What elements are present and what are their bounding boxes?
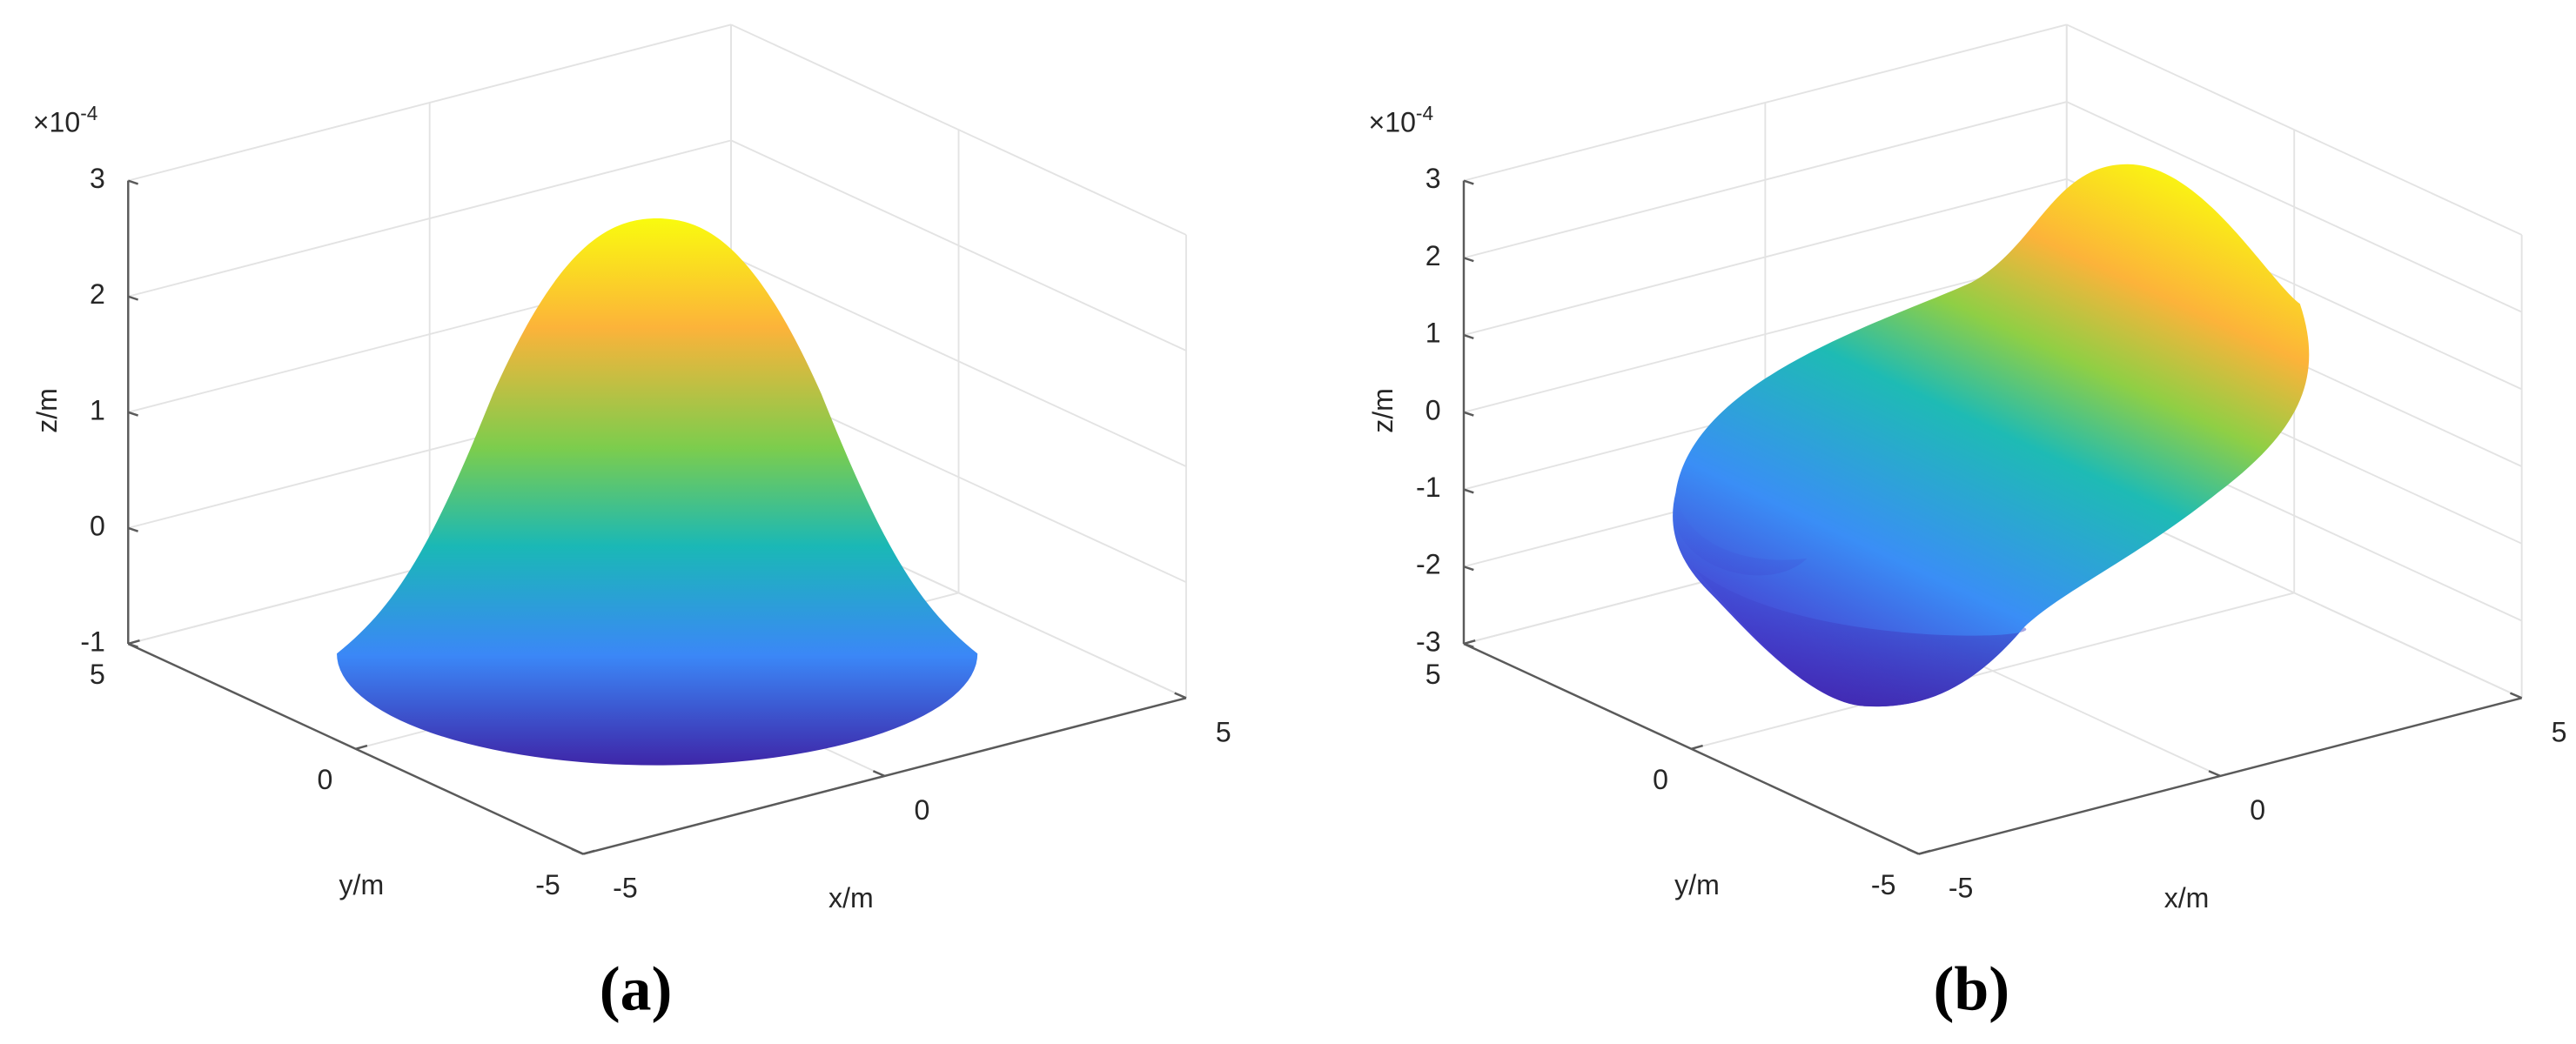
y-tick-label: -5 xyxy=(535,869,560,900)
grid-line xyxy=(1463,23,2067,182)
z-tick-label: 1 xyxy=(1426,318,1441,349)
x-tick-label: 5 xyxy=(1216,716,1231,747)
z-tick xyxy=(1463,411,1474,417)
y-tick-label: 5 xyxy=(1426,659,1441,690)
z-tick xyxy=(1463,257,1474,263)
z-tick xyxy=(127,295,139,301)
z-tick-label: 0 xyxy=(1426,394,1441,425)
panel-label: (a) xyxy=(600,954,673,1023)
grid-line xyxy=(1691,592,2295,750)
x-tick-label: -5 xyxy=(613,873,638,904)
y-axis-label: y/m xyxy=(1674,869,1720,900)
grid-line xyxy=(2066,23,2523,236)
y-tick xyxy=(127,639,140,646)
z-tick-label: 2 xyxy=(1426,240,1441,271)
panel-label: (b) xyxy=(1933,954,2009,1023)
surface xyxy=(1673,164,2310,707)
z-tick-label: -3 xyxy=(1416,626,1441,657)
y-tick-label: 0 xyxy=(317,764,332,795)
z-tick xyxy=(127,411,139,417)
y-tick xyxy=(355,744,368,750)
z-axis-label: z/m xyxy=(31,388,63,433)
z-scale: ×10-4 xyxy=(1368,102,1433,138)
x-tick-label: 0 xyxy=(2250,794,2265,826)
y-tick xyxy=(1918,849,1931,855)
z-tick-label: 3 xyxy=(90,163,105,194)
x-tick xyxy=(872,770,886,778)
y-axis-label: y/m xyxy=(339,869,385,900)
y-tick-label: -5 xyxy=(1871,869,1896,900)
z-tick-label: 2 xyxy=(90,278,105,310)
x-tick xyxy=(571,847,584,855)
y-tick xyxy=(1463,639,1476,646)
z-tick xyxy=(1463,179,1474,185)
grid-line xyxy=(1463,255,2067,413)
x-axis xyxy=(1918,697,2522,855)
surface-underside xyxy=(1675,492,2027,707)
x-axis-label: x/m xyxy=(2164,882,2210,914)
grid-line xyxy=(730,255,1187,467)
z-scale: ×10-4 xyxy=(33,102,98,138)
grid-line xyxy=(1463,177,2067,337)
z-scale-base: ×10 xyxy=(33,107,80,138)
x-axis-label: x/m xyxy=(828,882,874,914)
grid-line xyxy=(730,23,1187,236)
z-tick xyxy=(1463,488,1474,494)
grid-line xyxy=(128,23,732,182)
z-tick-label: 1 xyxy=(90,394,105,425)
grid-line xyxy=(128,139,732,298)
z-axis-label: z/m xyxy=(1367,388,1399,433)
y-tick-label: 5 xyxy=(90,659,105,690)
z-tick-label: 3 xyxy=(1426,163,1441,194)
z-tick-label: -1 xyxy=(1416,472,1441,503)
y-tick xyxy=(1691,744,1703,750)
z-scale-exponent: -4 xyxy=(1416,102,1433,124)
grid-line xyxy=(2066,101,2523,313)
y-tick xyxy=(582,849,595,855)
x-tick-label: 5 xyxy=(2552,716,2567,747)
z-tick-label: -1 xyxy=(80,626,105,657)
z-scale-base: ×10 xyxy=(1368,107,1415,138)
x-tick xyxy=(2208,770,2221,778)
z-tick-label: -2 xyxy=(1416,549,1441,580)
z-scale-exponent: -4 xyxy=(80,102,97,124)
grid-line xyxy=(730,139,1187,351)
x-tick xyxy=(1174,692,1187,699)
grid-line xyxy=(1463,101,2067,259)
z-tick xyxy=(127,179,139,185)
x-tick xyxy=(2509,692,2523,699)
x-tick-label: 0 xyxy=(915,794,930,826)
surface xyxy=(337,218,978,766)
z-tick xyxy=(1463,333,1474,340)
z-tick-label: 0 xyxy=(90,510,105,541)
y-tick-label: 0 xyxy=(1653,764,1668,795)
z-tick xyxy=(127,526,139,532)
x-tick xyxy=(1907,847,1920,855)
z-tick xyxy=(1463,566,1474,572)
x-tick-label: -5 xyxy=(1949,873,1974,904)
